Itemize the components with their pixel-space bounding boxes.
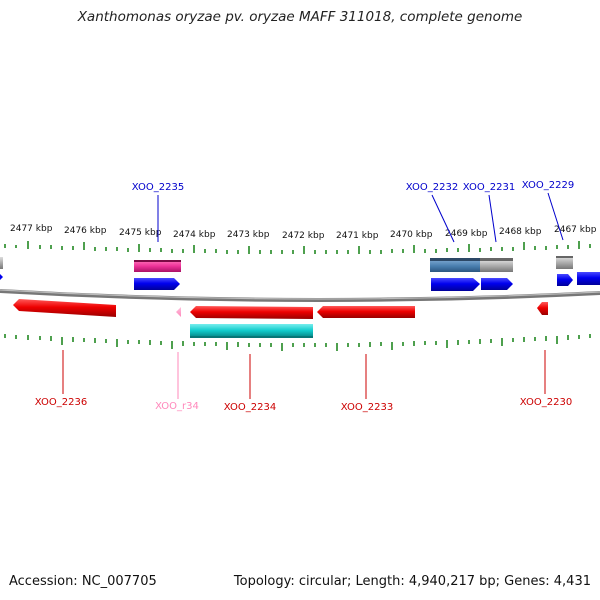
gene-label-xoo-r34[interactable]: XOO_r34 [155, 401, 199, 412]
feature-gray[interactable] [480, 260, 513, 272]
gene-label-xoo-2233[interactable]: XOO_2233 [341, 402, 393, 413]
kbp-label: 2477 kbp [10, 224, 53, 234]
ruler-lower-ticks [4, 334, 591, 351]
gene-label-xoo-2230[interactable]: XOO_2230 [520, 397, 572, 408]
kbp-label: 2471 kbp [336, 231, 379, 241]
gene-label-xoo-2234[interactable]: XOO_2234 [224, 402, 276, 413]
kbp-label: 2472 kbp [282, 231, 325, 241]
gene-arrow-reverse[interactable] [13, 299, 116, 317]
feature-cyan[interactable] [190, 324, 313, 337]
genome-backbone [0, 289, 600, 303]
gene-label-xoo-2232[interactable]: XOO_2232 [406, 182, 458, 193]
kbp-label: 2475 kbp [119, 228, 162, 238]
rna-arrow[interactable] [176, 307, 181, 317]
gene-arrow-forward[interactable] [481, 278, 513, 290]
leader-line [488, 194, 497, 243]
genome-summary-text: Topology: circular; Length: 4,940,217 bp… [233, 574, 591, 589]
ruler-labels: 2477 kbp 2476 kbp 2475 kbp 2474 kbp 2473… [10, 224, 597, 241]
gene-arrow-forward[interactable] [557, 274, 573, 286]
kbp-label: 2470 kbp [390, 230, 433, 240]
kbp-label: 2473 kbp [227, 230, 270, 240]
gene-arrow-reverse[interactable] [537, 302, 548, 315]
feature-gray-right[interactable] [556, 257, 573, 269]
gene-forward-right-edge[interactable] [577, 272, 600, 285]
feature-gray-left-edge[interactable] [0, 257, 3, 269]
feature-steelblue[interactable] [430, 260, 480, 272]
kbp-label: 2467 kbp [554, 225, 597, 235]
gene-arrow-forward-left-edge[interactable] [0, 274, 3, 280]
leader-line [547, 192, 564, 241]
gene-arrow-forward[interactable] [431, 278, 480, 291]
accession-text: Accession: NC_007705 [9, 574, 157, 589]
gene-arrow-reverse[interactable] [317, 306, 415, 318]
ruler-upper-ticks [4, 241, 591, 254]
feature-magenta[interactable] [134, 260, 181, 272]
gene-label-xoo-2229[interactable]: XOO_2229 [522, 180, 574, 191]
kbp-label: 2469 kbp [445, 229, 488, 239]
kbp-label: 2476 kbp [64, 226, 107, 236]
gene-label-xoo-2235[interactable]: XOO_2235 [132, 182, 184, 193]
gene-arrow-reverse[interactable] [190, 306, 313, 319]
gene-arrow-forward[interactable] [134, 278, 180, 290]
gene-label-xoo-2231[interactable]: XOO_2231 [463, 182, 515, 193]
kbp-label: 2474 kbp [173, 230, 216, 240]
kbp-label: 2468 kbp [499, 227, 542, 237]
genome-title: Xanthomonas oryzae pv. oryzae MAFF 31101… [77, 9, 523, 25]
leader-line [431, 194, 455, 243]
gene-label-xoo-2236[interactable]: XOO_2236 [35, 397, 87, 408]
